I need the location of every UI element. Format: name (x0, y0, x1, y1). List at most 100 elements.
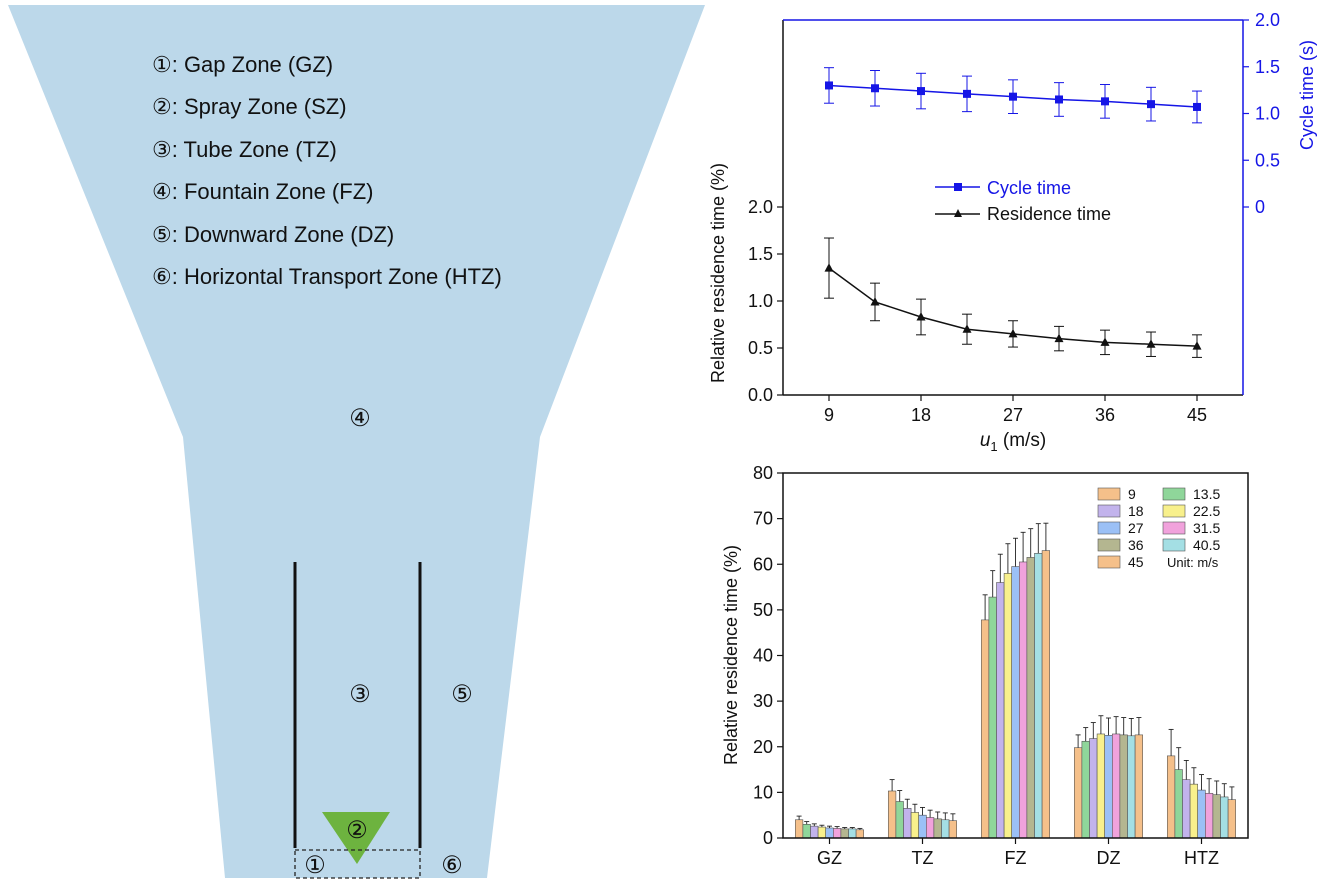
bar (1205, 792, 1214, 839)
bed-diagram: ①: Gap Zone (GZ) ②: Spray Zone (SZ) ③: T… (8, 5, 705, 879)
bar (817, 826, 826, 839)
data-point (1146, 339, 1156, 348)
bar (855, 829, 864, 839)
zone-marker-tube: ③ (349, 681, 371, 708)
data-point (824, 263, 834, 272)
data-point (1192, 341, 1202, 350)
bar (1011, 566, 1020, 839)
legend-label: 18 (1128, 503, 1144, 519)
bar (988, 596, 997, 839)
y2-tick-label: 0 (1255, 197, 1265, 217)
bar (1119, 734, 1128, 839)
bar (1112, 733, 1121, 839)
x-label-unit: (m/s) (998, 430, 1047, 451)
legend-label: 22.5 (1193, 503, 1220, 519)
bar-chart: 0 10 20 30 40 50 60 70 80 GZ TZ FZ DZ HTZ 9 13.5 18 22.5… (721, 463, 1249, 868)
zone-legend-item: ②: Spray Zone (SZ) (152, 94, 347, 119)
legend-label: 45 (1128, 554, 1144, 570)
y-tick-label: 80 (753, 463, 773, 483)
data-point (917, 87, 925, 96)
line-chart-legend: Cycle time Residence time (935, 178, 1111, 224)
line-chart-y-label: Relative residence time (%) (708, 163, 728, 383)
y-tick-label: 10 (753, 782, 773, 802)
bar (1003, 573, 1012, 839)
legend-swatch (1162, 538, 1186, 552)
legend-swatch (1162, 487, 1186, 501)
legend-swatch (1097, 555, 1121, 569)
zone-marker-fountain: ④ (349, 405, 371, 432)
line-chart-series (824, 67, 1202, 358)
bar-chart-legend: 9 13.5 18 22.5 27 31.5 36 40.5 45 Unit: m/s (1097, 486, 1220, 570)
data-point (870, 296, 880, 306)
legend-swatch (1162, 504, 1186, 518)
y-tick-label: 70 (753, 509, 773, 529)
bar (840, 828, 849, 839)
bar (1174, 769, 1183, 839)
legend-swatch (1097, 504, 1121, 518)
bar (1189, 783, 1198, 839)
y-tick-label: 1.0 (748, 291, 773, 311)
zone-marker-spray: ② (346, 817, 368, 844)
bar (895, 801, 904, 839)
zone-marker-horizontal: ⑥ (441, 852, 463, 879)
bar (794, 819, 804, 839)
bar (1034, 552, 1043, 839)
legend-label-residence-time: Residence time (987, 204, 1111, 224)
zone-marker-gap: ① (304, 852, 326, 879)
bar (887, 790, 897, 839)
data-point (1100, 337, 1110, 346)
bar (1134, 734, 1143, 839)
bar (1096, 733, 1105, 839)
bar (1167, 755, 1176, 839)
y-tick-label: 50 (753, 600, 773, 620)
legend-label: 36 (1128, 537, 1144, 553)
bar (848, 828, 857, 839)
bar (1089, 738, 1098, 839)
y-tick-label: 0.0 (748, 385, 773, 405)
x-label-variable: u (980, 430, 991, 451)
x-tick-label: GZ (817, 848, 842, 868)
bar (1026, 557, 1035, 839)
zone-legend-item: ①: Gap Zone (GZ) (152, 52, 333, 77)
y-tick-label: 0 (763, 828, 773, 848)
bar (933, 818, 942, 839)
bar (1104, 735, 1113, 839)
zone-marker-downward: ⑤ (451, 681, 473, 708)
legend-marker-cycle-time (954, 183, 962, 191)
line-chart-y2-label: Cycle time (s) (1297, 40, 1317, 150)
data-point (1101, 97, 1109, 106)
y-tick-label: 20 (753, 737, 773, 757)
y2-tick-label: 1.0 (1255, 104, 1280, 124)
x-tick-label: DZ (1097, 848, 1121, 868)
data-point (962, 324, 972, 333)
bar (1227, 799, 1236, 839)
data-point (1193, 102, 1201, 111)
y-tick-label: 0.5 (748, 338, 773, 358)
spray-zone-shape (322, 812, 390, 864)
bar (802, 824, 811, 839)
x-tick-label: 9 (824, 405, 834, 425)
legend-swatch (1097, 487, 1121, 501)
bar (832, 828, 842, 839)
data-point (1009, 92, 1017, 101)
x-label-subscript: 1 (990, 439, 997, 454)
x-tick-label: FZ (1005, 848, 1027, 868)
x-tick-label: TZ (912, 848, 934, 868)
bar (1197, 789, 1206, 839)
bar-chart-y-label: Relative residence time (%) (721, 545, 741, 765)
bar (941, 819, 950, 839)
y2-tick-label: 0.5 (1255, 150, 1280, 170)
data-point (825, 81, 833, 90)
data-point (1008, 328, 1018, 338)
zone-legend-item: ⑥: Horizontal Transport Zone (HTZ) (152, 264, 502, 289)
bar (918, 814, 927, 839)
bar (1081, 740, 1090, 839)
bar (1127, 735, 1136, 839)
data-point (1055, 95, 1063, 104)
data-point (1054, 333, 1064, 343)
data-point (916, 311, 926, 321)
zone-markers: ④ ③ ⑤ ② ① ⑥ (304, 405, 473, 879)
bar (825, 827, 834, 839)
line-chart-ticks: 9 18 27 36 45 0.0 0.5 1.0 1.5 2.0 0 0.5 1.0 1.5 2.0 (748, 10, 1280, 425)
